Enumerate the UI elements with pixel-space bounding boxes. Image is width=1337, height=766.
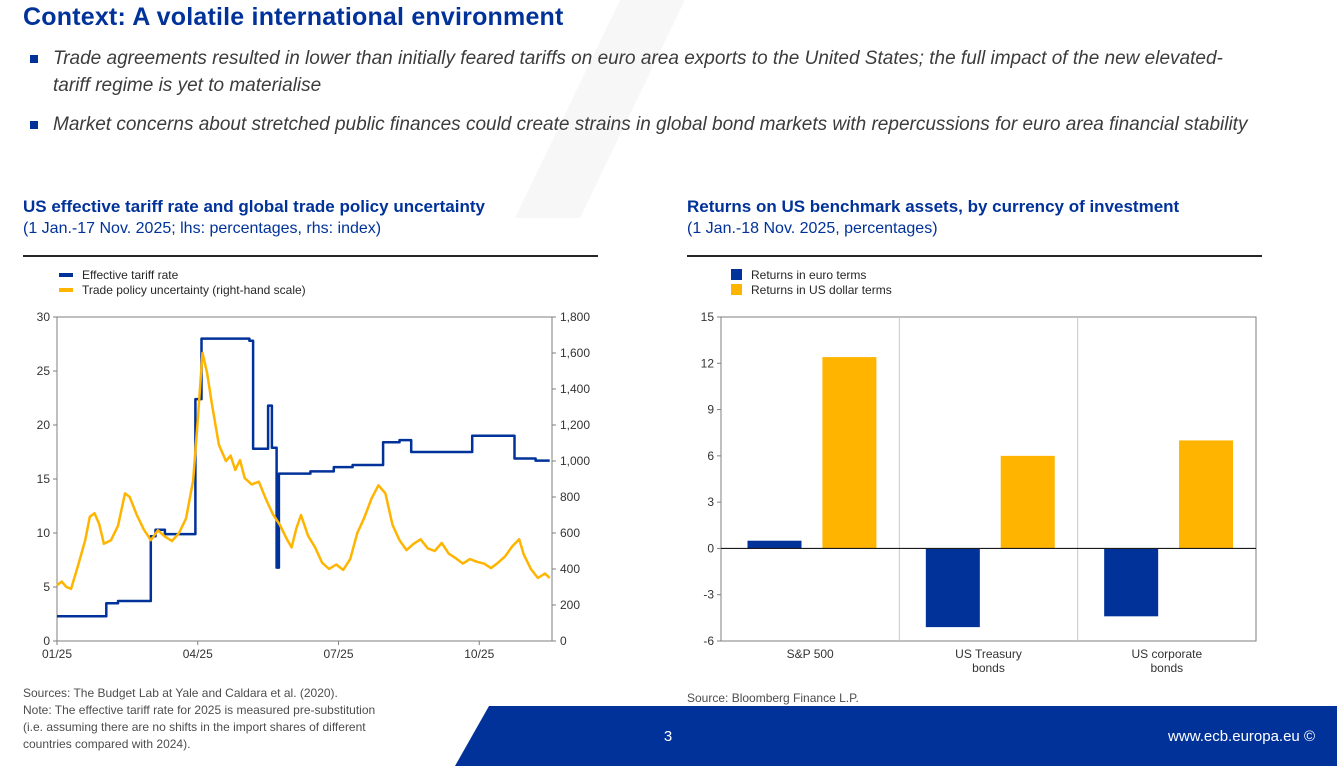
svg-text:bonds: bonds: [972, 661, 1005, 675]
page-number: 3: [663, 727, 673, 745]
left-chart-panel: US effective tariff rate and global trad…: [23, 196, 633, 753]
svg-text:-3: -3: [703, 588, 714, 602]
svg-text:5: 5: [43, 580, 50, 594]
svg-text:25: 25: [37, 364, 51, 378]
source-line: Note: The effective tariff rate for 2025…: [23, 703, 376, 717]
legend-label: Returns in US dollar terms: [751, 282, 892, 297]
right-chart-panel: Returns on US benchmark assets, by curre…: [687, 196, 1297, 705]
svg-text:3: 3: [707, 495, 714, 509]
svg-text:6: 6: [707, 449, 714, 463]
bullet-square-icon: [30, 121, 38, 130]
bullet-text: Trade agreements resulted in lower than …: [53, 48, 1223, 96]
left-chart-sources: Sources: The Budget Lab at Yale and Cald…: [23, 685, 633, 753]
svg-text:10: 10: [37, 526, 51, 540]
svg-text:30: 30: [37, 310, 51, 324]
svg-text:9: 9: [707, 403, 714, 417]
bar-swatch-icon: [731, 284, 742, 295]
legend-item: Returns in US dollar terms: [731, 282, 1297, 297]
left-chart-title: US effective tariff rate and global trad…: [23, 197, 485, 216]
bar-swatch-icon: [731, 269, 742, 280]
svg-text:10/25: 10/25: [464, 647, 494, 661]
svg-text:US Treasury: US Treasury: [955, 647, 1022, 661]
svg-text:15: 15: [37, 472, 51, 486]
divider-rule: [23, 255, 598, 257]
right-chart-subtitle: (1 Jan.-18 Nov. 2025, percentages): [687, 220, 938, 237]
divider-rule: [687, 255, 1262, 257]
bullet-text: Market concerns about stretched public f…: [53, 114, 1248, 136]
svg-text:01/25: 01/25: [42, 647, 72, 661]
svg-text:1,200: 1,200: [560, 418, 590, 432]
svg-text:07/25: 07/25: [324, 647, 354, 661]
footer-bar: 3 www.ecb.europa.eu ©: [455, 706, 1337, 766]
svg-text:04/25: 04/25: [183, 647, 213, 661]
source-line: (i.e. assuming there are no shifts in th…: [23, 720, 366, 734]
svg-text:400: 400: [560, 562, 580, 576]
page-title: Context: A volatile international enviro…: [23, 3, 564, 31]
svg-text:0: 0: [43, 634, 50, 648]
svg-text:1,400: 1,400: [560, 382, 590, 396]
svg-text:0: 0: [707, 541, 714, 555]
svg-text:US corporate: US corporate: [1131, 647, 1202, 661]
svg-text:1,600: 1,600: [560, 346, 590, 360]
right-chart-legend: Returns in euro terms Returns in US doll…: [731, 267, 1297, 297]
right-chart-source: Source: Bloomberg Finance L.P.: [687, 691, 859, 705]
footer-url-link[interactable]: www.ecb.europa.eu ©: [1168, 727, 1315, 745]
line-swatch-icon: [59, 272, 73, 277]
legend-label: Effective tariff rate: [82, 267, 179, 282]
legend-item: Effective tariff rate: [59, 267, 633, 282]
bullet-item: Market concerns about stretched public f…: [30, 112, 1255, 139]
tariff-uncertainty-line-chart: 0 5 10 15 20 25 30 0 200 400 600 800 1,000 1,200 1,400…: [37, 310, 591, 661]
svg-text:1,000: 1,000: [560, 454, 590, 468]
svg-text:1,800: 1,800: [560, 310, 590, 324]
source-line: Sources: The Budget Lab at Yale and Cald…: [23, 686, 338, 700]
legend-label: Trade policy uncertainty (right-hand sca…: [82, 282, 306, 297]
source-line: countries compared with 2024).: [23, 737, 191, 751]
left-chart-legend: Effective tariff rate Trade policy uncer…: [59, 267, 633, 297]
right-chart-title: Returns on US benchmark assets, by curre…: [687, 197, 1180, 216]
legend-item: Returns in euro terms: [731, 267, 1297, 282]
svg-text:20: 20: [37, 418, 51, 432]
svg-text:12: 12: [701, 356, 715, 370]
left-chart-subtitle: (1 Jan.-17 Nov. 2025; lhs: percentages, …: [23, 220, 382, 237]
svg-text:600: 600: [560, 526, 580, 540]
bullet-list: Trade agreements resulted in lower than …: [30, 46, 1255, 152]
legend-label: Returns in euro terms: [751, 267, 867, 282]
svg-text:800: 800: [560, 490, 580, 504]
bullet-item: Trade agreements resulted in lower than …: [30, 46, 1255, 99]
svg-text:200: 200: [560, 598, 580, 612]
svg-text:0: 0: [560, 634, 567, 648]
svg-text:bonds: bonds: [1150, 661, 1183, 675]
legend-item: Trade policy uncertainty (right-hand sca…: [59, 282, 633, 297]
svg-text:15: 15: [701, 310, 715, 324]
svg-text:S&P 500: S&P 500: [787, 647, 834, 661]
line-swatch-icon: [59, 287, 73, 292]
svg-text:-6: -6: [703, 634, 714, 648]
bullet-square-icon: [30, 55, 38, 63]
